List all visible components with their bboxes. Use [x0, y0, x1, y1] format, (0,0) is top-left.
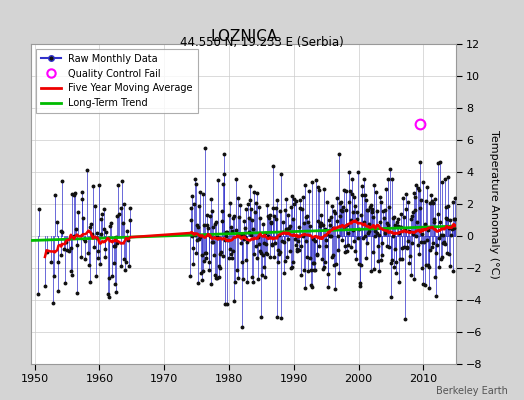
Legend: Raw Monthly Data, Quality Control Fail, Five Year Moving Average, Long-Term Tren: Raw Monthly Data, Quality Control Fail, … [36, 49, 198, 113]
Text: Berkeley Earth: Berkeley Earth [436, 386, 508, 396]
Y-axis label: Temperature Anomaly (°C): Temperature Anomaly (°C) [489, 130, 499, 278]
Title: LOZNICA: LOZNICA [210, 29, 277, 44]
Text: 44.550 N, 19.233 E (Serbia): 44.550 N, 19.233 E (Serbia) [180, 36, 344, 49]
